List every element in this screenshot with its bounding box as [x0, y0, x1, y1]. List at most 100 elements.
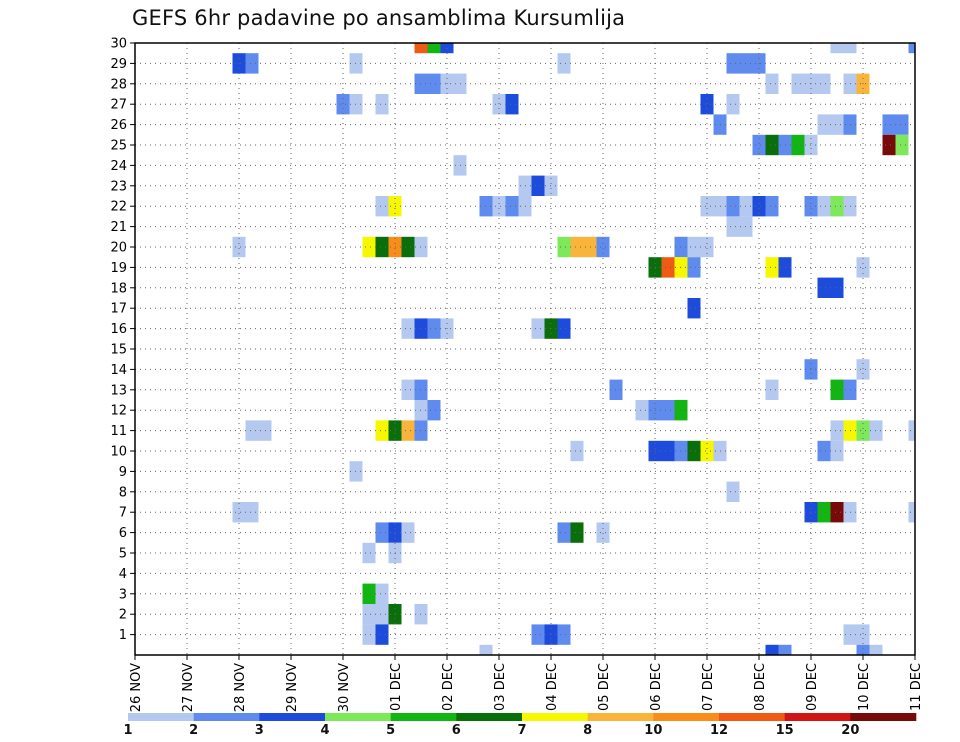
- x-tick-label: 05 DEC: [597, 663, 612, 711]
- y-tick-label: 28: [110, 77, 127, 92]
- heatmap-cell: [375, 604, 389, 625]
- x-tick-label: 30 NOV: [337, 663, 352, 712]
- heatmap-cell: [557, 624, 571, 645]
- heatmap-cell: [765, 134, 779, 156]
- colorbar-label: 15: [776, 723, 794, 738]
- heatmap-cell: [557, 236, 571, 258]
- y-tick-label: 1: [119, 628, 127, 643]
- heatmap-cell: [726, 94, 740, 115]
- heatmap-cell: [245, 420, 259, 441]
- colorbar-swatch: [653, 713, 720, 721]
- colorbar-swatch: [587, 713, 654, 721]
- y-tick-label: 27: [110, 98, 127, 113]
- heatmap-cell: [765, 73, 779, 94]
- heatmap-cell: [856, 624, 870, 645]
- heatmap-cell: [687, 257, 701, 278]
- heatmap-cell: [362, 604, 376, 625]
- heatmap-cell: [895, 134, 909, 156]
- y-tick-label: 19: [110, 261, 127, 276]
- heatmap-cell: [375, 196, 389, 217]
- heatmap-cell: [700, 236, 714, 258]
- heatmap-cell: [531, 175, 545, 196]
- heatmap-cell: [687, 236, 701, 258]
- heatmap-cell: [570, 440, 584, 462]
- heatmap-cell: [700, 94, 714, 115]
- heatmap-cell: [765, 644, 779, 655]
- heatmap-cell: [635, 400, 649, 421]
- heatmap-cell: [843, 43, 857, 54]
- colorbar-label: 4: [320, 723, 329, 738]
- heatmap-cell: [557, 53, 571, 74]
- heatmap-cell: [401, 318, 415, 339]
- heatmap-cell: [765, 257, 779, 278]
- colorbar-swatch: [719, 713, 785, 721]
- heatmap-cell: [882, 134, 896, 156]
- y-tick-label: 2: [119, 608, 127, 623]
- colorbar-swatch: [784, 713, 851, 721]
- heatmap-cell: [817, 196, 831, 217]
- heatmap-cell: [401, 420, 415, 441]
- x-tick-label: 03 DEC: [493, 663, 508, 711]
- heatmap-cell: [856, 257, 870, 278]
- y-tick-label: 5: [119, 547, 127, 562]
- heatmap-cell: [336, 94, 350, 115]
- heatmap-cell: [765, 379, 779, 400]
- heatmap-cell: [596, 522, 610, 543]
- heatmap-cell: [427, 318, 441, 339]
- heatmap-cell: [245, 53, 259, 74]
- y-tick-label: 29: [110, 57, 127, 72]
- x-tick-label: 01 DEC: [389, 663, 404, 711]
- y-tick-label: 7: [119, 506, 127, 521]
- heatmap-cell: [700, 440, 714, 462]
- heatmap-cell: [830, 379, 844, 400]
- heatmap-cell: [817, 440, 831, 462]
- heatmap-cell: [492, 196, 506, 217]
- heatmap-cell: [661, 440, 675, 462]
- heatmap-cell: [687, 440, 701, 462]
- heatmap-cell: [856, 359, 870, 380]
- heatmap-cell: [427, 43, 441, 54]
- x-tick-label: 02 DEC: [441, 663, 456, 711]
- heatmap-cell: [856, 420, 870, 441]
- y-tick-label: 20: [110, 241, 127, 256]
- y-tick-label: 18: [110, 281, 127, 296]
- heatmap-cell: [232, 502, 246, 523]
- heatmap-cell: [245, 502, 259, 523]
- heatmap-cell: [232, 236, 246, 258]
- heatmap-cell: [726, 216, 740, 237]
- heatmap-cell: [375, 522, 389, 543]
- colorbar-swatch: [850, 713, 917, 721]
- y-tick-label: 24: [110, 159, 127, 174]
- heatmap-cell: [570, 236, 584, 258]
- heatmap-cell: [492, 94, 506, 115]
- x-tick-label: 06 DEC: [649, 663, 664, 711]
- colorbar-label: 8: [583, 723, 592, 738]
- y-tick-label: 15: [110, 343, 127, 358]
- colorbar-swatch: [193, 713, 260, 721]
- heatmap-cell: [401, 522, 415, 543]
- heatmap-cell: [752, 134, 766, 156]
- heatmap-cell: [479, 644, 493, 655]
- heatmap-cell: [726, 196, 740, 217]
- x-tick-label: 26 NOV: [129, 663, 144, 712]
- heatmap-cell: [830, 440, 844, 462]
- y-tick-label: 6: [119, 526, 127, 541]
- heatmap-cell: [531, 624, 545, 645]
- x-tick-label: 11 DEC: [909, 663, 924, 711]
- heatmap-cell: [765, 196, 779, 217]
- heatmap-cell: [401, 379, 415, 400]
- heatmap-cell: [427, 73, 441, 94]
- heatmap-cell: [908, 420, 915, 441]
- y-tick-label: 26: [110, 118, 127, 133]
- colorbar-label: 12: [710, 723, 728, 738]
- heatmap-cell: [362, 236, 376, 258]
- heatmap-cell: [557, 318, 571, 339]
- heatmap-cell: [596, 236, 610, 258]
- x-tick-label: 09 DEC: [805, 663, 820, 711]
- heatmap-cell: [726, 481, 740, 502]
- x-tick-label: 04 DEC: [545, 663, 560, 711]
- heatmap-cell: [830, 420, 844, 441]
- heatmap-cell: [830, 277, 844, 298]
- y-tick-label: 13: [110, 383, 127, 398]
